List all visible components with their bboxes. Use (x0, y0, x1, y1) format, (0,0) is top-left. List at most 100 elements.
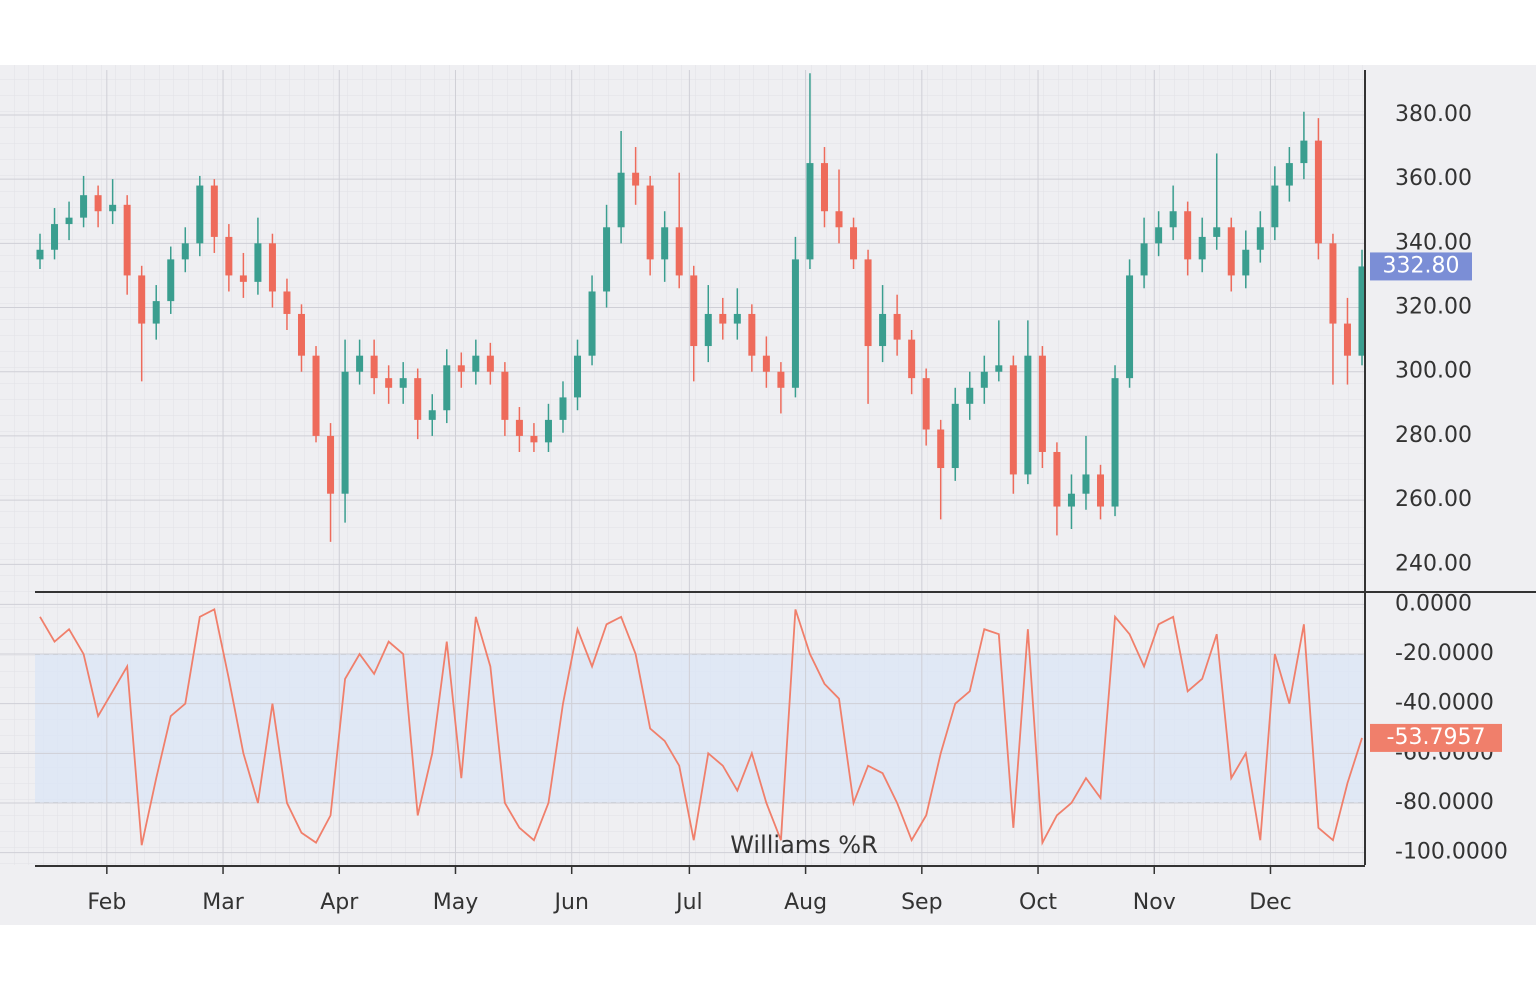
candle-body (123, 204, 131, 276)
candle-body (414, 378, 422, 420)
y-tick-label: 300.00 (1395, 359, 1472, 384)
candle-body (239, 275, 247, 282)
x-tick-label: May (433, 890, 478, 915)
y-tick-label: 320.00 (1395, 295, 1472, 320)
y-tick-label: -40.0000 (1395, 691, 1494, 716)
value-tag-label: -53.7957 (1387, 725, 1486, 750)
candle-body (704, 313, 712, 347)
candle-body (472, 355, 480, 372)
candle-body (777, 371, 785, 388)
x-tick-label: Aug (784, 890, 827, 915)
candle-body (1067, 493, 1075, 507)
candle-body (51, 224, 59, 250)
candle-body (312, 355, 320, 436)
candle-body (457, 365, 465, 372)
x-tick-label: Dec (1249, 890, 1292, 915)
candle-body (603, 227, 611, 292)
x-tick-label: Feb (87, 890, 126, 915)
candle-body (1242, 249, 1250, 276)
candle-body (385, 378, 393, 388)
candle-body (138, 275, 146, 324)
candle-body (486, 355, 494, 372)
x-tick-label: Mar (202, 890, 244, 915)
candle-body (370, 355, 378, 379)
candle-body (617, 172, 625, 228)
candle-body (835, 211, 843, 228)
candle-body (428, 410, 436, 420)
price-tag-label: 332.80 (1383, 253, 1460, 278)
candle-body (995, 365, 1003, 372)
candle-body (254, 243, 262, 282)
candle-body (1198, 236, 1206, 260)
candle-body (94, 195, 102, 212)
y-tick-label: 340.00 (1395, 230, 1472, 255)
candle-body (356, 355, 364, 372)
candle-body (1329, 243, 1337, 324)
candle-body (1184, 211, 1192, 260)
y-tick-label: -100.0000 (1395, 840, 1508, 865)
candle-body (966, 387, 974, 404)
candle-body (850, 227, 858, 260)
candle-body (399, 378, 407, 388)
candle-body (1213, 227, 1221, 237)
candle-body (443, 365, 451, 411)
candle-body (210, 185, 218, 237)
candle-body (36, 249, 44, 260)
candle-body (1024, 355, 1032, 475)
candle-body (922, 378, 930, 430)
candle-body (1300, 140, 1308, 164)
y-tick-label: 360.00 (1395, 166, 1472, 191)
candle-body (1358, 266, 1366, 356)
price-tag (1370, 252, 1472, 281)
candle-body (181, 243, 189, 260)
candle-body (80, 195, 88, 218)
candle-body (1314, 140, 1322, 244)
candle-body (1126, 275, 1134, 379)
x-tick-label: Nov (1133, 890, 1176, 915)
candle-body (733, 313, 741, 324)
candle-body (1169, 211, 1177, 228)
x-tick-label: Apr (320, 890, 359, 915)
line-series (39, 608, 1363, 846)
candle-body (675, 227, 683, 276)
plot-layer: 240.00 260.00 280.00 300.00 320.00 340.00 360.… (0, 70, 1508, 915)
candle-body (937, 429, 945, 469)
candle-body (196, 185, 204, 244)
value-tag (1370, 723, 1502, 752)
candle-body (501, 371, 509, 420)
candle-body (879, 313, 887, 347)
candle-body (574, 355, 582, 398)
candle-body (297, 313, 305, 356)
x-tick-label: Jul (674, 890, 703, 915)
candle-body (1038, 355, 1046, 452)
y-tick-label: 380.00 (1395, 102, 1472, 127)
candle-body (719, 313, 727, 324)
band (35, 654, 1365, 803)
candle-body (283, 291, 291, 314)
candle-body (646, 185, 654, 260)
candle-body (559, 397, 567, 420)
candle-body (791, 259, 799, 388)
candle-body (661, 227, 669, 260)
candle-body (1155, 227, 1163, 244)
candle-body (65, 217, 73, 225)
candle-body (225, 236, 233, 276)
candle-body (1271, 185, 1279, 228)
candle-body (908, 339, 916, 379)
candle-body (1009, 365, 1017, 475)
candle-body (515, 419, 523, 436)
y-tick-label: 280.00 (1395, 423, 1472, 448)
candle-body (820, 163, 828, 212)
y-tick-label: 240.00 (1395, 551, 1472, 576)
candle-body (806, 163, 814, 260)
candle-body (1343, 323, 1351, 356)
candle-body (1256, 227, 1264, 250)
candle-body (980, 371, 988, 388)
candle-body (327, 435, 335, 494)
candle-body (632, 172, 640, 186)
candle-body (544, 419, 552, 443)
pane-title: Williams %R (730, 831, 878, 859)
candle-body (1140, 243, 1148, 276)
candle-body (588, 291, 596, 356)
